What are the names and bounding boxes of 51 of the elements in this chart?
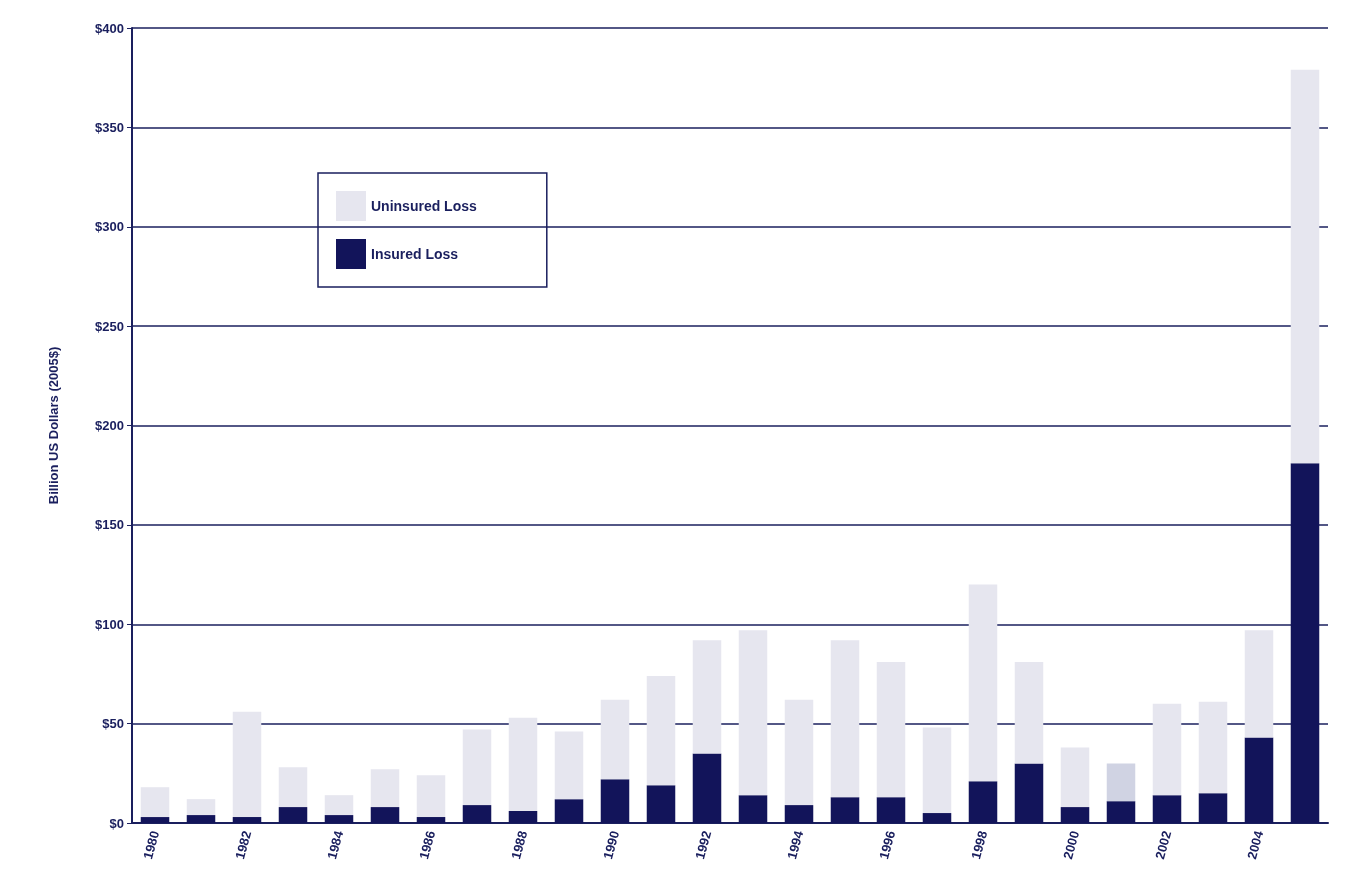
bar [324, 795, 354, 816]
bar [784, 699, 814, 806]
x-tick-label: 1996 [876, 829, 899, 861]
y-tick-label: $150 [95, 517, 124, 533]
bar [692, 640, 722, 754]
x-tick-label: 2004 [1244, 828, 1267, 861]
y-tick-label: $300 [95, 219, 124, 235]
bar [232, 711, 262, 818]
bar [370, 769, 400, 808]
legend-label: Uninsured Loss [371, 198, 478, 214]
x-tick-label: 1998 [968, 829, 991, 861]
bar [876, 662, 906, 798]
bar [1060, 747, 1090, 808]
x-tick-label: 2000 [1060, 829, 1083, 861]
bar [738, 630, 768, 796]
x-tick-label: 1988 [508, 829, 531, 861]
y-tick-label: $400 [95, 20, 124, 36]
bar [600, 699, 630, 780]
bar [416, 775, 446, 818]
x-tick-label: 1990 [600, 829, 623, 861]
x-tick-label: 1994 [784, 828, 807, 861]
y-tick-label: $100 [95, 616, 124, 632]
x-tick-label: 1984 [324, 828, 347, 861]
y-tick-label: $250 [95, 318, 124, 334]
legend-label: Insured Loss [371, 246, 459, 262]
bar [1152, 703, 1182, 796]
y-tick-label: $200 [95, 418, 124, 433]
bar [968, 584, 998, 782]
x-tick-label: 1992 [692, 829, 715, 861]
bar [1290, 69, 1320, 464]
x-tick-label: 1982 [232, 829, 255, 861]
y-tick-label: $50 [102, 716, 124, 732]
y-tick-label: $350 [95, 119, 124, 135]
bar [278, 767, 308, 808]
bar [1198, 701, 1228, 794]
x-tick-label: 1980 [140, 829, 163, 861]
bar [1106, 763, 1136, 802]
bar [186, 799, 216, 816]
bar [1014, 662, 1044, 764]
y-tick-label: $0 [109, 815, 124, 831]
bar [646, 675, 676, 786]
y-axis-title: Billion US Dollars (2005$) [46, 346, 61, 505]
bar [554, 731, 584, 800]
bar [1244, 630, 1274, 738]
bar [922, 727, 952, 814]
bar [140, 787, 170, 818]
x-tick-label: 2002 [1152, 829, 1175, 861]
x-tick-label: 1986 [416, 829, 439, 861]
bar [830, 640, 860, 798]
bar [508, 717, 538, 812]
bar [462, 729, 492, 806]
